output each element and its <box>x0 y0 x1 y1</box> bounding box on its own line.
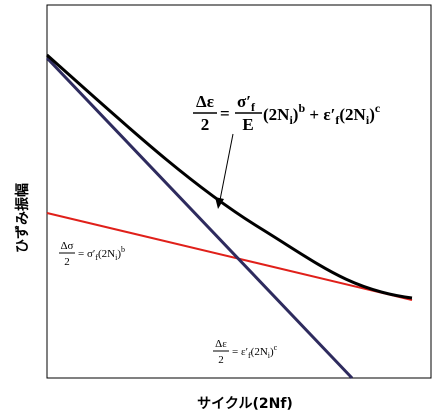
x-axis-label: サイクル(2Nf) <box>197 396 293 412</box>
arrow-head <box>215 197 224 209</box>
total-equation: Δε 2 = σ′f E (2Ni)b + ε′f(2Ni)c <box>193 92 381 134</box>
eq-part: ) <box>117 248 121 260</box>
eq-part: c <box>274 343 278 352</box>
eq-part: c <box>375 101 381 115</box>
eq-part: ) <box>293 105 299 124</box>
eq-part: = σ′ <box>78 248 95 260</box>
eq-part: (2N <box>263 105 290 124</box>
eq-part: f <box>251 100 256 114</box>
eq-part: E <box>242 115 253 134</box>
eq-part: f <box>248 351 251 360</box>
eq-part: i <box>366 113 370 127</box>
eq-part: Δε <box>215 338 227 350</box>
eq-part: 2 <box>218 354 224 366</box>
eq-part: + ε′ <box>305 105 335 124</box>
eq-part: b <box>121 245 125 254</box>
eq-part: (2N <box>98 248 115 260</box>
elastic-equation: Δσ 2 = σ′f(2Ni)b <box>59 240 125 268</box>
eq-part: i <box>289 113 293 127</box>
plastic-line <box>45 56 354 380</box>
eq-part: σ′f <box>237 92 256 114</box>
eq-part: i <box>115 253 118 262</box>
eq-part: Δσ <box>60 240 73 252</box>
plot-frame <box>46 4 432 379</box>
y-axis-label: ひずみ振幅 <box>14 183 31 253</box>
eq-part: 2 <box>201 115 210 134</box>
elastic-line <box>46 212 413 301</box>
eq-part: = σ′f(2Ni)b <box>78 245 125 262</box>
eq-part: 2 <box>64 256 70 268</box>
eq-part: f <box>95 253 98 262</box>
eq-part: = <box>220 104 230 123</box>
eq-part: σ′ <box>237 92 251 111</box>
eq-part: (2N <box>339 105 366 124</box>
eq-part: (2N <box>251 346 268 358</box>
eq-part: i <box>268 351 271 360</box>
plastic-equation: Δε 2 = ε′f(2Ni)c <box>213 338 278 366</box>
eq-part: Δε <box>196 92 214 111</box>
eq-part: ) <box>270 346 274 358</box>
eq-part: f <box>335 113 340 127</box>
eq-part: ) <box>369 105 375 124</box>
eq-part: = ε′ <box>232 346 248 358</box>
eq-part: (2Ni)b + ε′f(2Ni)c <box>263 101 381 127</box>
eq-part: b <box>298 101 305 115</box>
eq-part: = ε′f(2Ni)c <box>232 343 278 360</box>
arrow-shaft <box>219 133 234 201</box>
total-curve <box>46 53 413 300</box>
